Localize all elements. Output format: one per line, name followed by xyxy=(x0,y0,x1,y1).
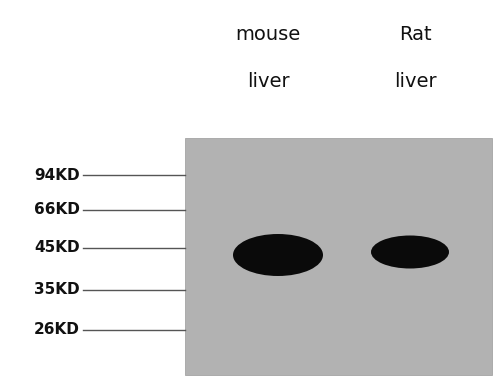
Bar xyxy=(185,138,492,375)
Text: liver: liver xyxy=(394,72,436,91)
Text: 94KD: 94KD xyxy=(34,168,80,183)
Ellipse shape xyxy=(233,234,323,276)
Text: 35KD: 35KD xyxy=(34,283,80,298)
Text: 66KD: 66KD xyxy=(34,202,80,217)
Text: 45KD: 45KD xyxy=(34,240,80,255)
Text: Rat: Rat xyxy=(398,25,432,44)
Ellipse shape xyxy=(371,236,449,269)
Text: liver: liver xyxy=(246,72,290,91)
Text: mouse: mouse xyxy=(236,25,300,44)
Text: 26KD: 26KD xyxy=(34,322,80,337)
